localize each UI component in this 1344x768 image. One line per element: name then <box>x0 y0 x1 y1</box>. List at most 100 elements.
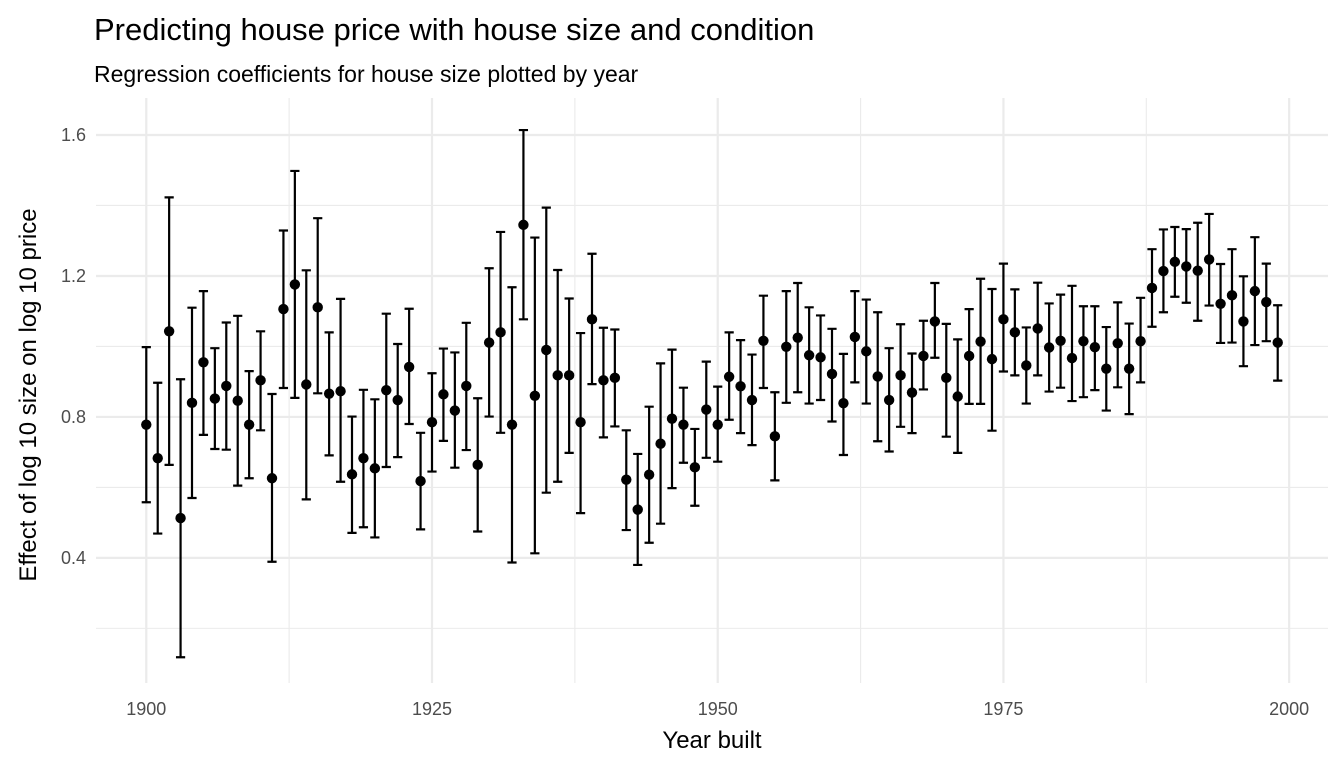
data-point-group <box>575 331 586 515</box>
data-point <box>243 419 255 430</box>
data-point-group <box>1101 325 1112 412</box>
data-point <box>141 419 152 430</box>
data-point-group <box>1032 281 1043 377</box>
data-point-group <box>929 281 941 359</box>
data-point-group <box>403 307 415 426</box>
data-point-group <box>255 330 266 432</box>
data-layer <box>141 128 1283 659</box>
data-point-group <box>198 290 209 437</box>
data-point-group <box>781 290 792 404</box>
data-point-group <box>152 381 163 535</box>
data-point <box>461 380 472 392</box>
data-point-group <box>803 306 815 405</box>
data-point-group <box>381 312 392 469</box>
data-point-group <box>518 128 529 321</box>
data-point <box>1112 338 1123 349</box>
data-point-group <box>1123 322 1135 416</box>
data-point <box>1078 335 1089 347</box>
data-point <box>1272 337 1283 348</box>
data-point-group <box>1169 225 1181 298</box>
data-point <box>735 381 746 392</box>
data-point <box>883 394 895 406</box>
data-point <box>255 375 266 386</box>
data-point-group <box>541 206 552 494</box>
data-point <box>198 357 209 368</box>
y-axis-title: Effect of log 10 size on log 10 price <box>15 208 42 581</box>
data-point-group <box>552 268 563 483</box>
data-point <box>506 419 518 430</box>
data-point-group <box>529 236 541 555</box>
data-point <box>163 326 175 337</box>
data-point <box>609 372 621 384</box>
data-point-group <box>1055 293 1066 389</box>
data-point <box>1055 335 1066 347</box>
data-point <box>426 417 438 428</box>
data-point-group <box>1181 227 1192 304</box>
data-point-group <box>609 328 621 428</box>
x-tick-label: 1975 <box>983 699 1023 719</box>
data-point <box>1158 265 1169 277</box>
data-point-group <box>689 427 701 507</box>
data-point-group <box>701 360 712 459</box>
error-bar <box>1078 305 1089 399</box>
data-point-group <box>723 331 735 421</box>
data-point <box>323 388 335 399</box>
data-point <box>746 394 758 406</box>
data-point <box>1146 282 1158 294</box>
data-point <box>872 371 883 382</box>
data-point-group <box>998 262 1009 373</box>
data-point-group <box>952 338 963 454</box>
data-point-group <box>918 319 929 391</box>
data-point-group <box>632 452 643 567</box>
data-point-group <box>232 314 243 487</box>
data-point <box>849 331 861 343</box>
data-point <box>483 337 495 348</box>
chart-title: Predicting house price with house size a… <box>94 12 814 47</box>
data-point-group <box>483 267 495 418</box>
data-point-group <box>186 306 198 500</box>
data-point-group <box>655 362 666 525</box>
data-point-group <box>1158 228 1169 314</box>
data-point <box>278 303 289 315</box>
data-point <box>1238 316 1249 327</box>
data-point <box>403 361 415 373</box>
data-point <box>175 512 186 524</box>
data-point-group <box>1021 326 1032 405</box>
data-point <box>209 393 221 404</box>
data-point-group <box>209 347 221 451</box>
data-point <box>1043 342 1055 353</box>
data-point-group <box>1238 275 1249 368</box>
data-point <box>952 391 963 402</box>
data-point <box>678 419 689 430</box>
data-point <box>769 431 781 442</box>
data-point-group <box>163 196 175 466</box>
data-point <box>438 389 449 400</box>
data-point <box>266 473 278 484</box>
data-point <box>1101 363 1112 374</box>
data-point-group <box>1043 302 1055 393</box>
data-point-group <box>1009 288 1021 377</box>
data-point-group <box>1192 221 1203 322</box>
y-tick-label: 0.8 <box>61 407 86 427</box>
data-point-group <box>289 169 301 400</box>
data-point <box>975 336 986 347</box>
data-point <box>838 397 849 409</box>
data-point-group <box>266 392 278 563</box>
data-point-group <box>883 347 895 453</box>
data-point <box>563 370 575 381</box>
data-point <box>369 463 381 474</box>
data-point <box>918 350 929 362</box>
data-point <box>655 438 666 449</box>
data-point-group <box>1066 284 1078 403</box>
data-point <box>723 371 735 382</box>
data-point <box>1123 363 1135 374</box>
data-point <box>381 384 392 396</box>
data-point-group <box>392 342 403 459</box>
data-point-group <box>301 269 312 501</box>
data-point <box>712 419 723 430</box>
data-point-group <box>1226 248 1238 344</box>
data-point <box>575 417 586 428</box>
data-point-group <box>426 372 438 473</box>
